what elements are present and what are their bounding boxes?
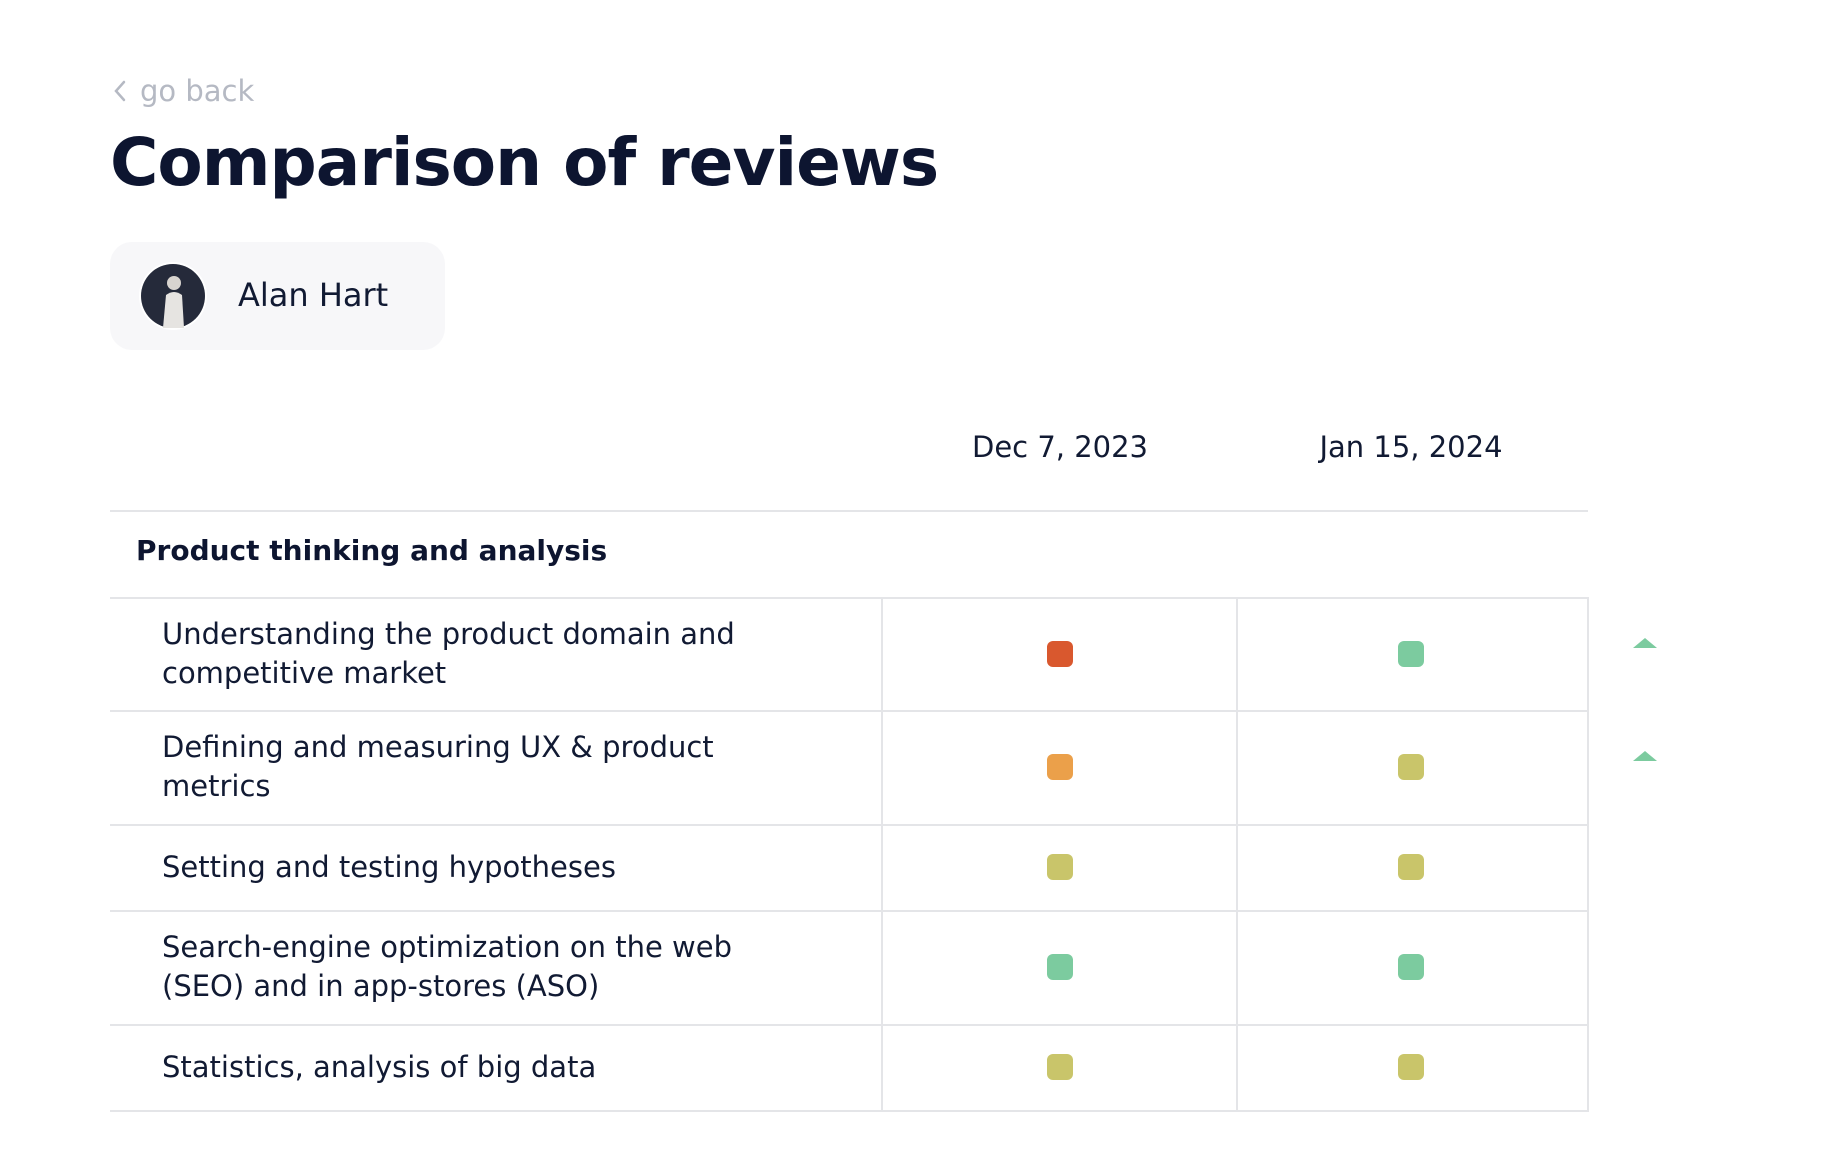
back-text: go back <box>140 74 255 108</box>
column-date: Dec 7, 2023 <box>971 430 1149 464</box>
row-label: Statistics, analysis of big data <box>162 1049 597 1084</box>
rating-dot <box>1398 754 1424 780</box>
row-label: Search-engine optimization on the web (S… <box>162 930 732 1003</box>
page-title: Comparison of reviews <box>110 124 939 201</box>
trend-up <box>1633 751 1657 761</box>
rating-dot <box>1398 1054 1424 1080</box>
row-label: Understanding the product domain and com… <box>162 616 735 690</box>
divider <box>110 910 1588 912</box>
divider <box>110 824 1588 826</box>
rating-dot <box>1047 754 1073 780</box>
rating-dot <box>1047 640 1073 667</box>
divider <box>110 710 1588 712</box>
avatar <box>139 262 207 330</box>
column-divider <box>881 597 883 1112</box>
rating-dot <box>1047 1054 1073 1080</box>
rating-dot <box>1398 954 1424 980</box>
row-label: Setting and testing hypotheses <box>162 849 616 884</box>
rating-dot <box>1398 640 1424 667</box>
row-label: Defining and measuring UX & product metr… <box>162 730 714 803</box>
rating-dot <box>1398 854 1424 880</box>
back-link[interactable]: go back <box>112 74 254 108</box>
back-icon <box>114 80 126 102</box>
trend-up <box>1633 637 1657 648</box>
divider <box>110 1110 1588 1112</box>
divider <box>110 1024 1588 1026</box>
section-title: Product thinking and analysis <box>136 534 608 567</box>
column-divider <box>1236 597 1238 1112</box>
column-divider <box>1587 597 1589 1112</box>
rating-dot <box>1047 854 1073 880</box>
user-name: Alan Hart <box>238 276 389 314</box>
rating-dot <box>1047 954 1073 980</box>
divider <box>110 510 1588 512</box>
column-date: Jan 15, 2024 <box>1319 430 1503 464</box>
divider <box>110 597 1588 599</box>
